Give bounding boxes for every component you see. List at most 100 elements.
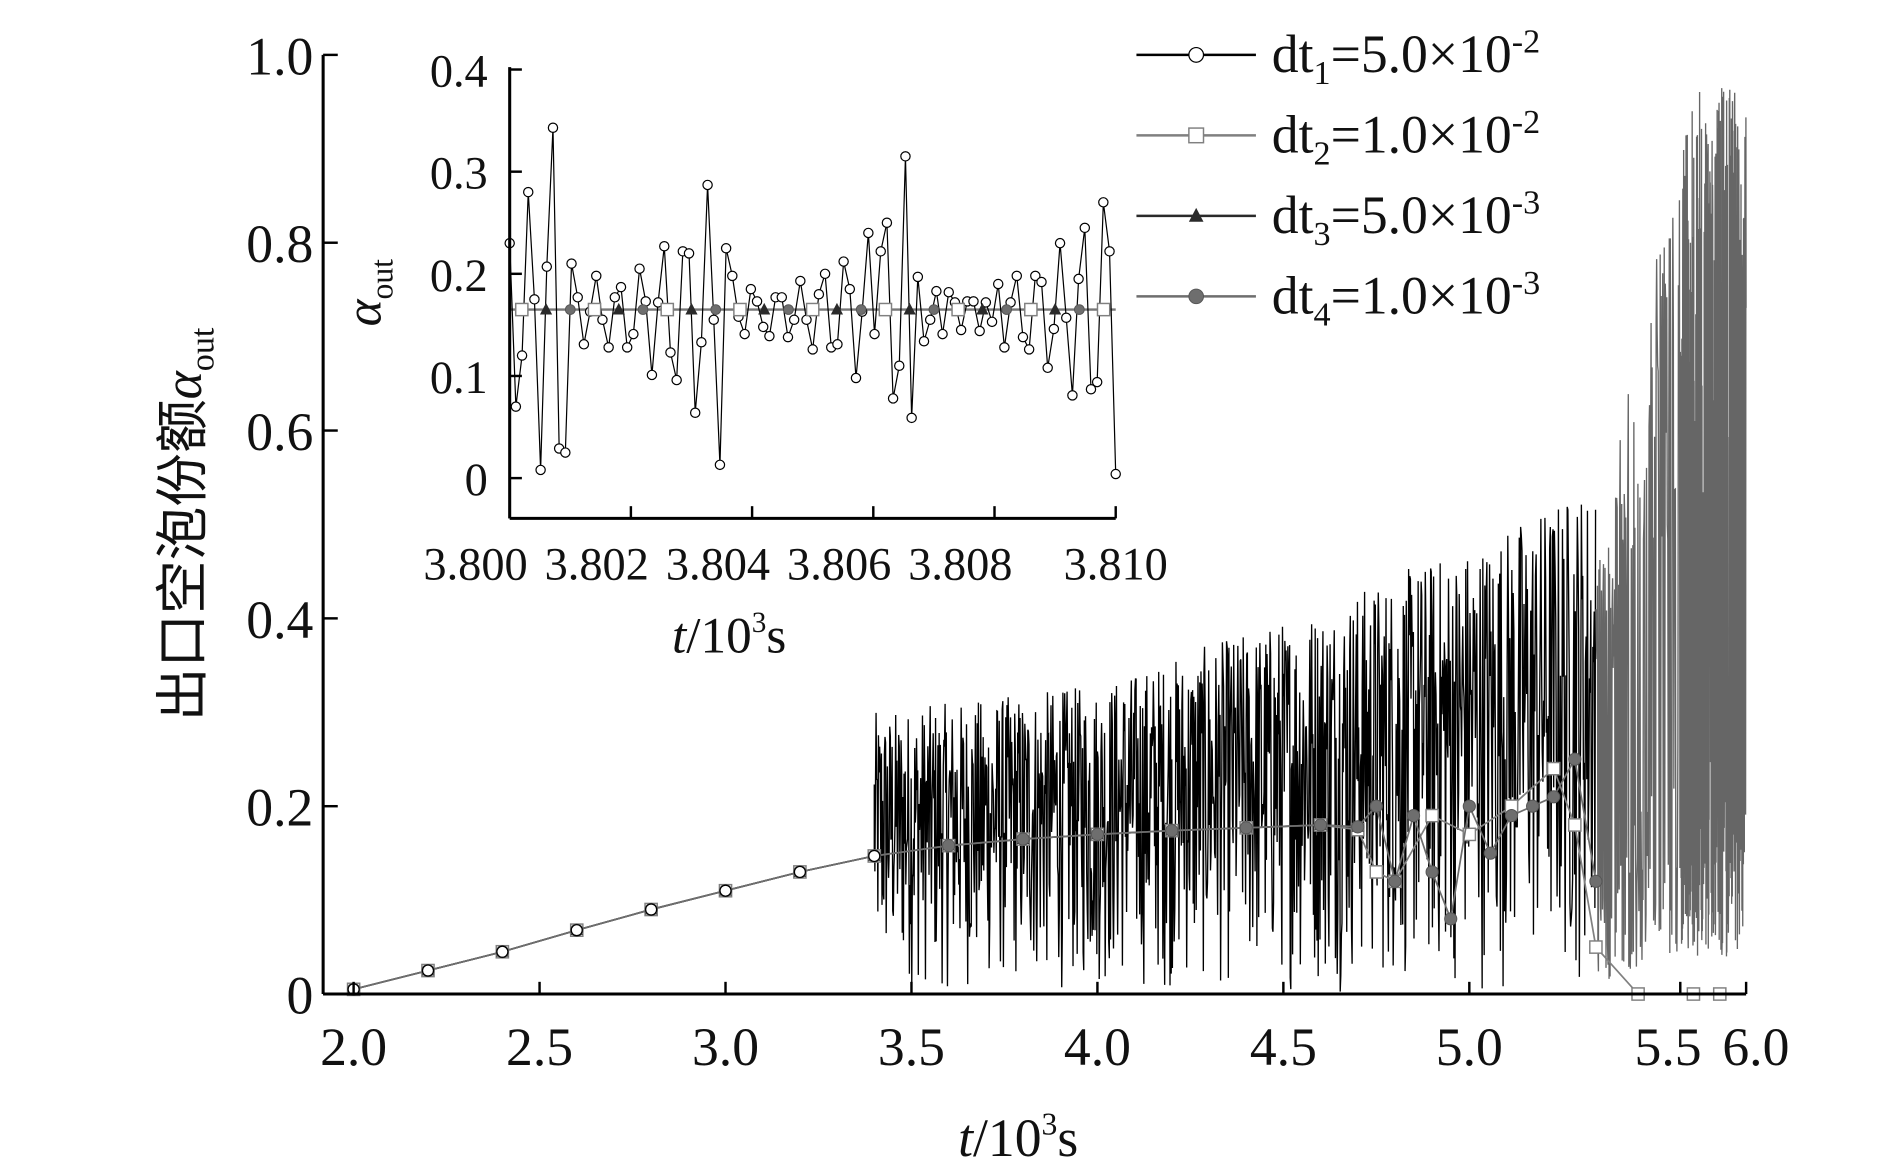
inset-data-point-dt4: [855, 304, 867, 315]
inset-data-point-dt2: [660, 302, 675, 317]
inset-data-point-dt1: [807, 344, 818, 355]
data-point-dt4: [1589, 874, 1603, 888]
x-tick-label: 4.0: [1064, 1017, 1131, 1077]
inset-data-point-dt1: [1042, 362, 1053, 374]
inset-data-point-dt1: [745, 283, 757, 295]
inset-data-point-dt1: [634, 263, 645, 274]
inset-data-point-dt1: [1067, 390, 1078, 401]
inset-data-point-dt1: [968, 296, 979, 307]
legend-label: dt1=5.0×10-2: [1272, 23, 1540, 92]
data-point-dt2: [1425, 808, 1439, 823]
inset-data-point-dt1: [1060, 312, 1072, 323]
data-point-dt4: [1462, 799, 1476, 813]
inset-data-point-dt1: [628, 328, 639, 340]
legend-marker: [1188, 46, 1205, 63]
inset-x-tick-label: 3.806: [787, 539, 891, 590]
inset-data-point-dt1: [992, 278, 1004, 290]
inset-data-point-dt1: [696, 337, 707, 348]
inset-y-tick-label: 0.4: [430, 47, 488, 98]
inset-data-point-dt1: [980, 297, 992, 308]
inset-data-point-dt1: [615, 281, 627, 293]
data-point-dt4: [1444, 912, 1458, 926]
inset-data-point-dt4: [1073, 304, 1085, 315]
inset-y-tick-label: 0.2: [430, 251, 488, 302]
data-point-dt2: [1369, 865, 1384, 879]
inset-data-point-dt1: [912, 271, 924, 283]
inset-data-point-dt1: [795, 275, 806, 287]
inset-data-point-dt1: [683, 248, 695, 259]
inset-data-point-dt2: [587, 302, 602, 317]
legend-marker: [1188, 207, 1204, 222]
inset-data-point-dt1: [900, 151, 911, 162]
legend-marker: [1188, 127, 1205, 144]
inset-data-point-dt1: [560, 447, 571, 458]
data-point-dt1: [793, 865, 806, 879]
inset-data-point-dt1: [869, 328, 880, 340]
inset-data-point-dt1: [689, 407, 701, 418]
data-point-dt1: [719, 884, 732, 897]
inset-data-point-dt1: [943, 286, 954, 298]
y-tick-label: 0: [287, 966, 314, 1026]
inset-data-point-dt3: [1049, 302, 1062, 315]
inset-data-point-dt1: [603, 342, 614, 353]
inset-data-point-dt1: [1073, 273, 1084, 285]
inset-y-tick-label: 0: [465, 455, 488, 506]
inset-data-point-dt4: [564, 304, 576, 315]
inset-data-point-dt2: [805, 302, 820, 317]
data-point-dt4: [1313, 818, 1328, 832]
inset-data-point-dt1: [529, 294, 540, 305]
data-point-dt1: [496, 945, 509, 958]
inset-data-point-dt1: [671, 374, 682, 386]
inset-data-point-dt2: [733, 302, 747, 317]
inset-data-point-dt1: [751, 296, 763, 307]
inset-data-point-dt1: [510, 401, 522, 412]
inset-data-point-dt4: [783, 304, 794, 315]
inset-y-tick-label: 0.3: [430, 149, 488, 200]
inset-data-point-dt1: [541, 261, 553, 272]
inset-data-point-dt2: [514, 302, 529, 317]
inset-data-point-dt1: [838, 256, 849, 267]
inset-data-point-dt1: [572, 292, 583, 303]
x-tick-label: 4.5: [1250, 1017, 1317, 1077]
inset-data-point-dt2: [1024, 302, 1038, 317]
y-tick-label: 0.2: [246, 778, 313, 838]
data-point-dt4: [1526, 799, 1540, 813]
inset-data-point-dt1: [1091, 376, 1103, 388]
y-tick-label: 1.0: [246, 26, 313, 86]
inset-data-point-dt1: [714, 459, 726, 471]
main-plot: 2.0 2.5 3.0 3.5 4.0 4.5 5.0 5.5 6.0 0 0.2 0.4 0.6 0.8…: [246, 26, 1789, 1076]
inset-data-point-dt1: [1098, 197, 1109, 208]
legend-item: dt4=1.0×10-3: [1136, 265, 1540, 334]
inset-data-point-dt1: [578, 339, 590, 350]
inset-data-point-dt1: [739, 328, 750, 340]
inset-x-tick-label: 3.800: [423, 539, 527, 590]
data-point-dt1: [570, 924, 583, 937]
x-tick-label: 2.0: [320, 1017, 387, 1077]
inset-y-tick-label: 0.1: [430, 353, 488, 404]
series-band-dt4: [1595, 88, 1747, 979]
legend-marker: [1188, 288, 1204, 305]
inset-data-point-dt1: [646, 369, 658, 381]
legend-item: dt3=5.0×10-3: [1136, 184, 1540, 253]
inset-data-point-dt1: [1110, 468, 1121, 480]
inset-data-point-dt1: [652, 297, 664, 308]
inset-data-point-dt1: [819, 268, 831, 280]
inset-data-point-dt3: [539, 302, 553, 315]
inset-data-point-dt3: [830, 302, 844, 315]
inset-data-point-dt1: [1079, 222, 1091, 234]
inset-data-point-dt1: [850, 372, 862, 384]
x-tick-label: 6.0: [1722, 1017, 1789, 1077]
inset-data-point-dt4: [710, 304, 722, 315]
inset-x-tick-label: 3.804: [666, 539, 770, 590]
legend-label: dt4=1.0×10-3: [1272, 265, 1540, 334]
inset-data-point-dt1: [1023, 344, 1035, 355]
data-point-dt4: [1090, 827, 1105, 841]
legend-item: dt1=5.0×10-2: [1136, 23, 1540, 92]
inset-data-point-dt1: [894, 360, 905, 371]
legend: dt1=5.0×10-2 dt2=1.0×10-2 dt3=5.0×10-3 dt4=…: [1136, 23, 1540, 334]
legend-label: dt2=1.0×10-2: [1272, 104, 1540, 173]
data-point-dt4: [942, 839, 956, 853]
inset-data-point-dt2: [878, 302, 893, 317]
inset-data-point-dt1: [974, 325, 985, 337]
